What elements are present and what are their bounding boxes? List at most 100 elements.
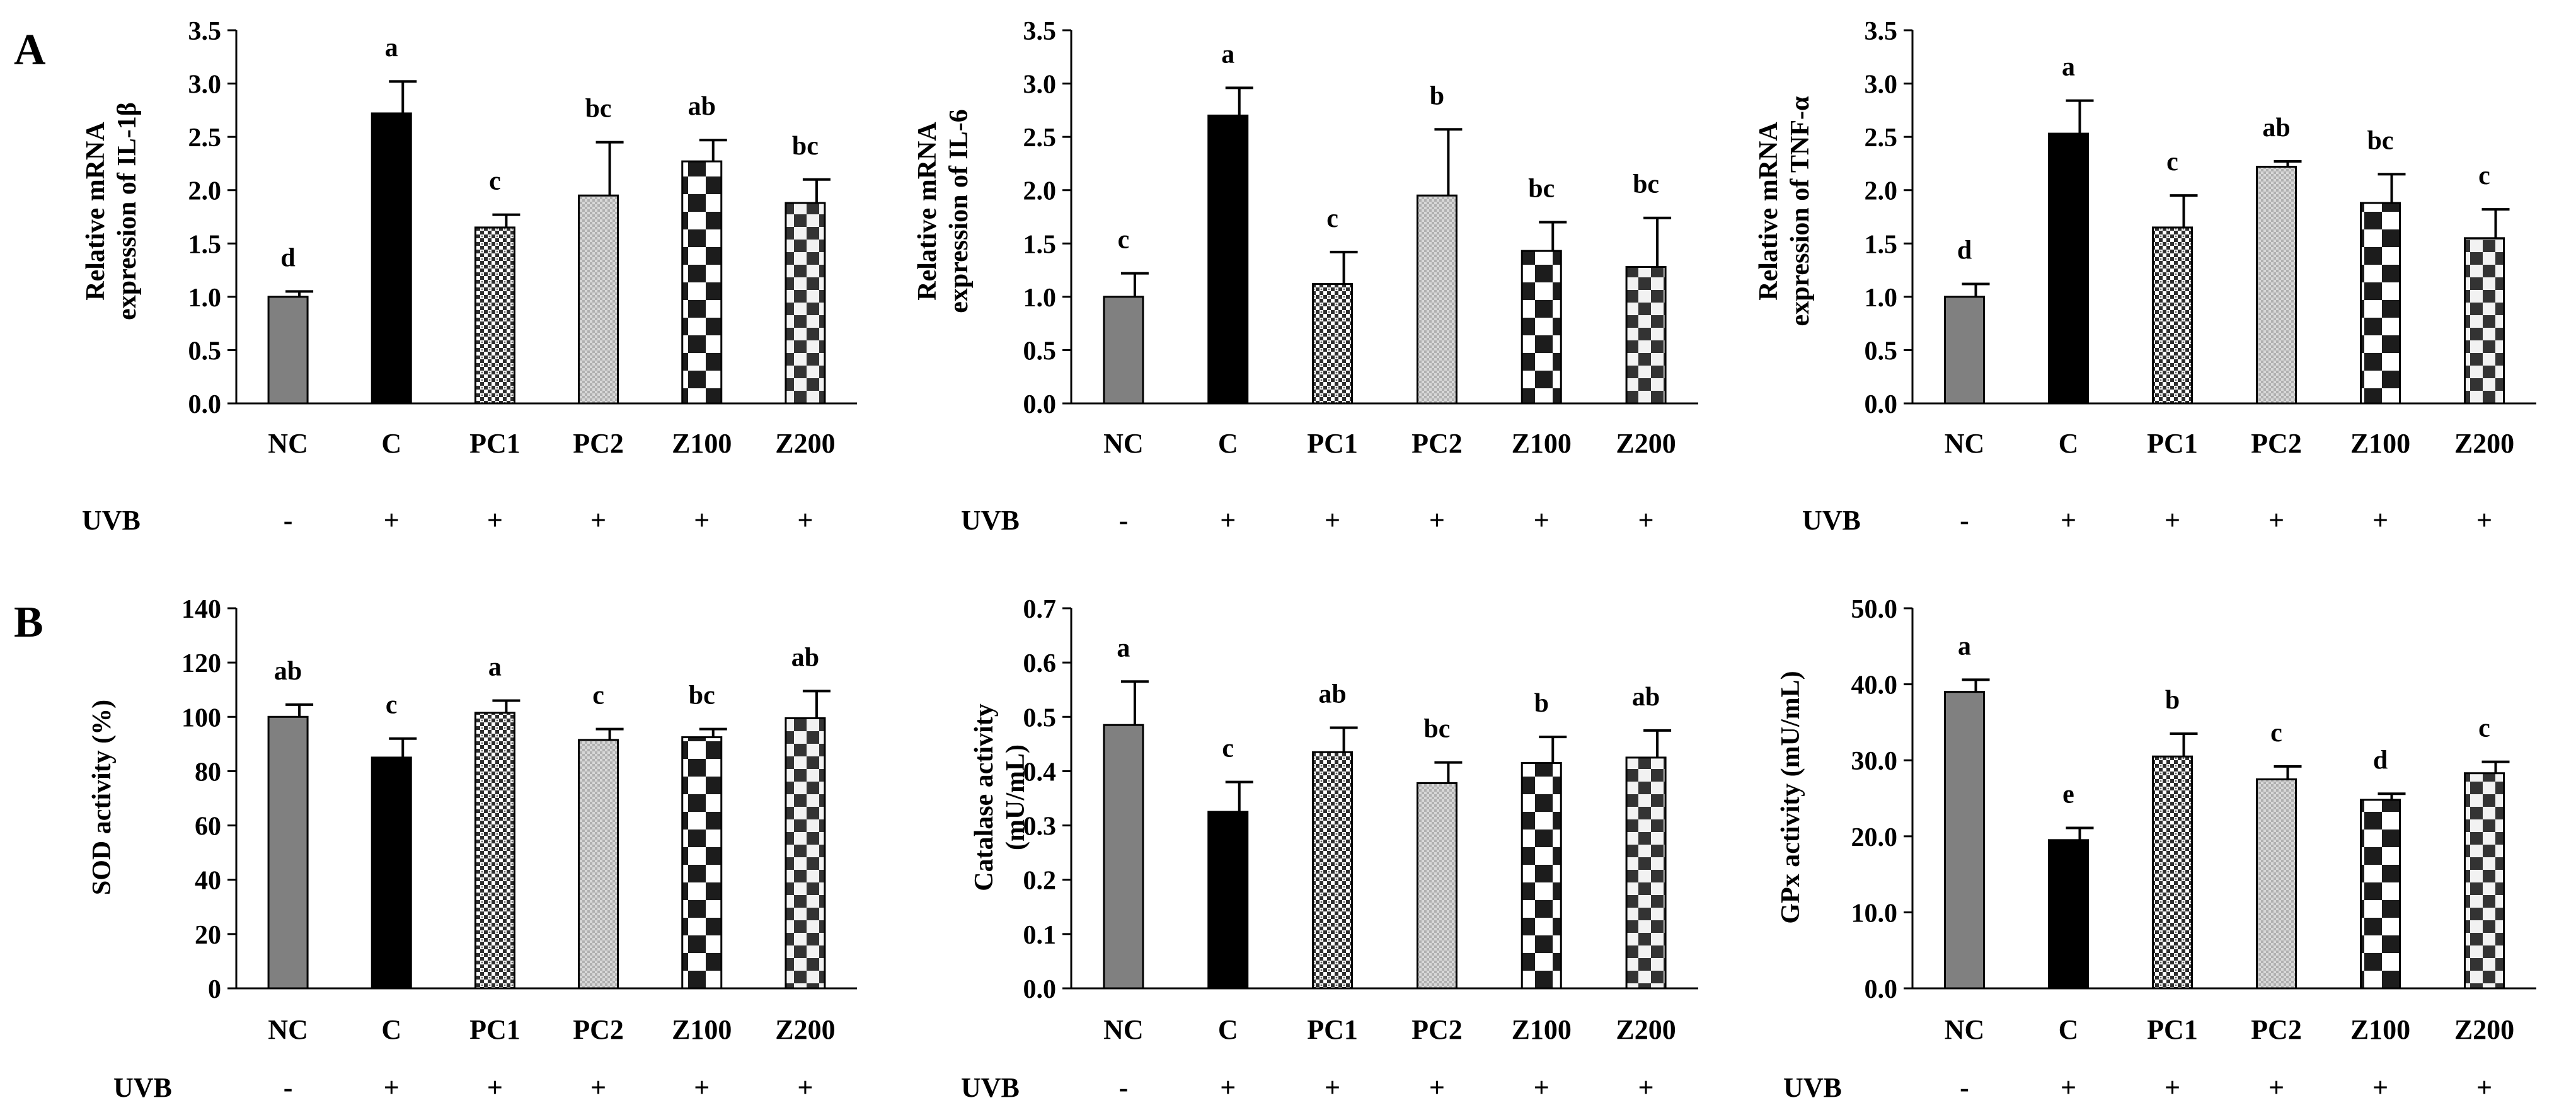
y-tick-label: 1.5	[188, 230, 222, 259]
y-tick-label: 0.3	[1023, 812, 1057, 841]
y-axis-label: expression of IL-1β	[113, 102, 142, 320]
chart-panel-5: 0.0 0.1 0.2 0.3 0.4 0.5 0.6 0.7 Catalase activit…	[961, 595, 1698, 1103]
uvb-sign: +	[2372, 505, 2388, 536]
significance-letter: c	[1118, 226, 1130, 255]
category-label: PC1	[469, 1014, 520, 1045]
significance-letter: ab	[2262, 113, 2290, 142]
bar-c	[2048, 839, 2089, 990]
significance-letter: c	[1222, 734, 1234, 763]
significance-letter: a	[2062, 53, 2075, 82]
y-tick-label: 0.5	[1023, 703, 1057, 732]
category-label: Z100	[1512, 1014, 1572, 1045]
bar-z100	[681, 736, 723, 990]
uvb-sign: +	[1534, 1072, 1550, 1103]
category-label: NC	[268, 1014, 308, 1045]
category-label: PC1	[1307, 1014, 1358, 1045]
bar-pc1	[1312, 283, 1354, 405]
uvb-sign: +	[590, 1072, 606, 1103]
y-tick-label: 40.0	[1851, 671, 1898, 700]
category-label: Z200	[1616, 1014, 1676, 1045]
uvb-sign: +	[1325, 505, 1340, 536]
category-label: C	[381, 428, 401, 459]
significance-letter: a	[1221, 40, 1234, 69]
y-tick-label: 3.0	[1865, 71, 1898, 100]
y-tick-label: 1.0	[1023, 284, 1057, 313]
bar-z100	[2360, 202, 2401, 405]
y-tick-label: 10.0	[1851, 899, 1898, 928]
significance-letter: ab	[791, 643, 819, 672]
uvb-sign: +	[2372, 1072, 2388, 1103]
category-label: NC	[1945, 428, 1985, 459]
significance-letter: a	[385, 33, 398, 62]
y-tick-label: 2.5	[1865, 124, 1898, 153]
y-tick-label: 0.0	[1023, 975, 1057, 1004]
bar-z200	[2464, 237, 2505, 405]
y-tick-label: 2.5	[188, 124, 222, 153]
uvb-sign: +	[1429, 1072, 1445, 1103]
uvb-sign: +	[2061, 1072, 2076, 1103]
y-axis-label: Catalase activity	[970, 703, 999, 891]
y-tick-label: 0.6	[1023, 649, 1057, 678]
category-label: C	[381, 1014, 401, 1045]
category-label: Z200	[1616, 428, 1676, 459]
uvb-sign: +	[487, 1072, 503, 1103]
uvb-label: UVB	[1783, 1072, 1842, 1103]
y-tick-label: 0.4	[1023, 758, 1057, 787]
category-label: PC2	[2251, 1014, 2302, 1045]
y-axis-label: (mU/mL)	[1001, 744, 1030, 850]
bar-pc2	[578, 194, 619, 405]
uvb-label: UVB	[961, 1072, 1020, 1103]
category-label: NC	[268, 428, 308, 459]
significance-letter: ab	[274, 657, 302, 686]
y-tick-label: 1.5	[1023, 230, 1057, 259]
y-tick-label: 2.0	[1865, 177, 1898, 206]
uvb-sign: +	[1220, 1072, 1236, 1103]
y-tick-label: 3.0	[1023, 71, 1057, 100]
bar-pc2	[578, 739, 619, 990]
bar-z200	[785, 717, 826, 990]
bar-nc	[1103, 724, 1144, 990]
y-tick-label: 2.0	[1023, 177, 1057, 206]
uvb-sign: -	[1960, 1072, 1969, 1103]
bar-c	[1207, 811, 1249, 990]
bar-pc1	[2152, 226, 2193, 405]
panel-label-a: A	[14, 26, 46, 74]
y-tick-label: 0.1	[1023, 921, 1057, 950]
y-tick-label: 100	[181, 703, 221, 732]
significance-letter: bc	[1528, 174, 1555, 203]
significance-letter: d	[1957, 236, 1972, 265]
bar-nc	[267, 715, 309, 990]
bar-z200	[785, 202, 826, 405]
y-tick-label: 80	[195, 758, 221, 787]
y-axis-label: expression of IL-6	[945, 109, 974, 313]
significance-letter: d	[280, 243, 295, 272]
uvb-sign: +	[2165, 505, 2180, 536]
significance-letter: bc	[585, 95, 612, 124]
y-tick-label: 1.5	[1865, 230, 1898, 259]
uvb-sign: +	[694, 1072, 710, 1103]
bar-nc	[1944, 296, 1985, 405]
y-tick-label: 20	[195, 921, 221, 950]
category-label: Z100	[2350, 428, 2410, 459]
y-tick-label: 0.5	[188, 337, 222, 366]
significance-letter: b	[1534, 689, 1549, 718]
y-tick-label: 0.0	[1865, 390, 1898, 419]
significance-letter: c	[2270, 719, 2282, 748]
significance-letter: bc	[1633, 170, 1659, 199]
uvb-sign: +	[1638, 1072, 1654, 1103]
bar-pc2	[2256, 778, 2297, 990]
y-tick-label: 140	[181, 595, 221, 624]
significance-letter: c	[2478, 714, 2490, 743]
bar-pc2	[1416, 194, 1458, 405]
category-label: PC2	[573, 1014, 624, 1045]
significance-letter: bc	[689, 681, 715, 710]
uvb-sign: +	[384, 505, 400, 536]
category-label: Z200	[2454, 1014, 2514, 1045]
category-label: C	[2059, 428, 2079, 459]
y-tick-label: 0.0	[1865, 975, 1898, 1004]
uvb-sign: +	[2476, 505, 2492, 536]
bar-nc	[1944, 691, 1985, 990]
significance-letter: c	[2166, 147, 2178, 176]
category-label: PC1	[2147, 1014, 2198, 1045]
